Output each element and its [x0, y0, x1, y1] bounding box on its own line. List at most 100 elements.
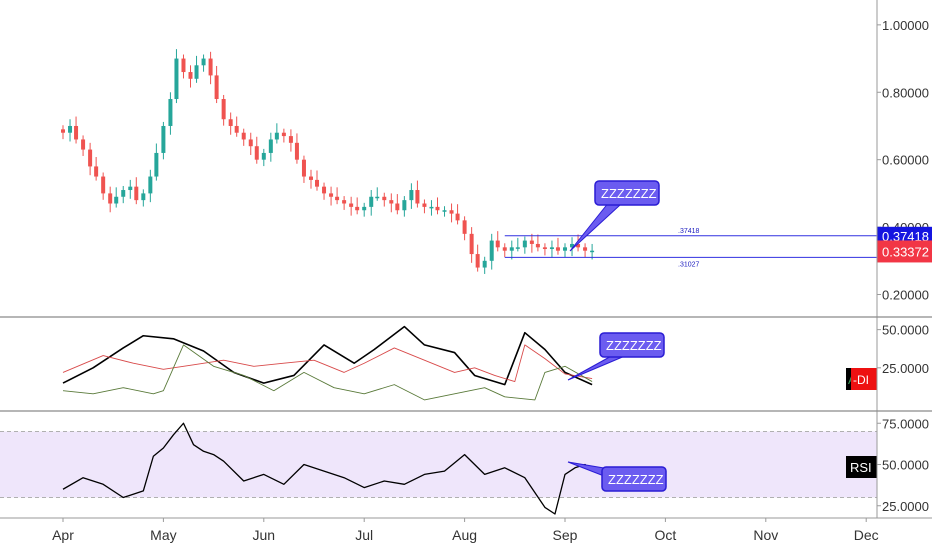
time-tick-label: May	[150, 527, 176, 543]
candle-body	[148, 176, 153, 194]
candle-body	[168, 99, 173, 126]
candle-body	[402, 200, 407, 211]
time-axis: Apr May Jun Jul Aug Sep Oct Nov Dec	[52, 518, 879, 543]
candle-body	[495, 240, 500, 248]
candle-body	[234, 125, 239, 133]
candle-body	[375, 196, 380, 199]
candle-body	[74, 125, 79, 140]
candle-body	[409, 190, 414, 201]
candle-body	[188, 72, 193, 79]
rsi-tick-label: 25.0000	[882, 499, 929, 514]
price-panel: 1.000000.800000.600000.400000.20000.3741…	[61, 18, 932, 303]
time-tick-label: Sep	[553, 527, 578, 543]
candle-body	[482, 260, 487, 268]
candle-body	[395, 203, 400, 211]
candle-body	[555, 247, 560, 251]
candle-body	[81, 139, 86, 150]
candle-body	[101, 176, 106, 194]
rsi-band	[0, 431, 877, 498]
candle-body	[68, 125, 73, 133]
candle-body	[509, 247, 514, 251]
rsi-tag	[846, 456, 877, 478]
candle-body	[469, 233, 474, 255]
candle-body	[208, 58, 213, 76]
candle-body	[570, 243, 575, 248]
candle-body	[515, 247, 520, 249]
resistance-line-label: .37418	[678, 228, 700, 235]
candle-body	[502, 247, 507, 251]
candle-body	[221, 99, 226, 120]
dmi-series-line-0	[62, 325, 593, 386]
candle-body	[241, 132, 246, 140]
candle-body	[254, 146, 259, 160]
callout-text: ZZZZZZZ	[606, 338, 662, 353]
candle-body	[114, 196, 119, 204]
candle-body	[563, 247, 567, 251]
candle-body	[342, 200, 347, 204]
candle-body	[141, 193, 146, 201]
candle-body	[161, 125, 166, 153]
candle-body	[455, 213, 460, 221]
candle-body	[475, 254, 480, 268]
price-tick-label: 0.60000	[882, 153, 929, 168]
candle-body	[88, 149, 93, 167]
minus-di-tag	[851, 368, 877, 390]
callout-box	[599, 332, 665, 358]
candle-body	[583, 247, 588, 251]
price-tag-current	[877, 240, 932, 263]
candle-body	[549, 247, 554, 250]
candle-body	[415, 190, 420, 204]
callout-text: ZZZZZZZ	[608, 472, 664, 487]
callout-pointer	[567, 354, 628, 381]
candle-body	[108, 193, 113, 204]
candle-body	[435, 206, 440, 211]
candle-body	[288, 136, 293, 143]
candle-body	[228, 119, 233, 126]
time-tick-label: Nov	[753, 527, 778, 543]
candle-body	[429, 206, 434, 209]
time-tick-label: Aug	[452, 527, 477, 543]
callout-box	[594, 180, 660, 206]
candle-body	[201, 58, 206, 66]
rsi-panel: 75.0000 50.0000 25.0000 RSI ZZZZZZZ	[0, 416, 929, 515]
candle-body	[369, 196, 374, 207]
candle-body	[214, 75, 219, 100]
candle-body	[489, 240, 494, 261]
candle-body	[442, 210, 447, 212]
candle-body	[174, 58, 179, 100]
candle-body	[389, 200, 394, 204]
candle-body	[301, 159, 306, 177]
candle-body	[315, 179, 320, 187]
price-tick-label: 1.00000	[882, 18, 929, 33]
rsi-line	[62, 422, 593, 515]
time-tick-label: Dec	[854, 527, 879, 543]
candle-body	[349, 203, 354, 207]
candle-body	[248, 139, 253, 147]
candle-body	[522, 240, 527, 248]
candle-body	[261, 152, 266, 160]
callout-pointer	[569, 202, 624, 252]
time-tick-label: Jul	[355, 527, 373, 543]
candle-body	[590, 250, 595, 253]
time-tick-label: Jun	[253, 527, 276, 543]
candle-body	[94, 166, 99, 177]
candle-body	[576, 243, 581, 248]
rsi-tag-label: RSI	[850, 460, 872, 475]
candle-body	[542, 247, 547, 250]
callout-box	[601, 466, 667, 492]
time-tick-label: Oct	[655, 527, 677, 543]
candle-body	[535, 243, 540, 248]
candle-body	[274, 132, 279, 140]
candle-body	[181, 58, 186, 73]
callout-text: ZZZZZZZ	[601, 186, 657, 201]
candle-body	[294, 142, 299, 160]
candle-body	[322, 186, 327, 194]
dmi-series-line-2	[62, 344, 593, 401]
rsi-tick-label: 50.0000	[882, 458, 929, 473]
candle-body	[355, 206, 360, 211]
candle-body	[329, 193, 334, 197]
candle-body	[529, 240, 534, 244]
candle-body	[422, 203, 427, 207]
